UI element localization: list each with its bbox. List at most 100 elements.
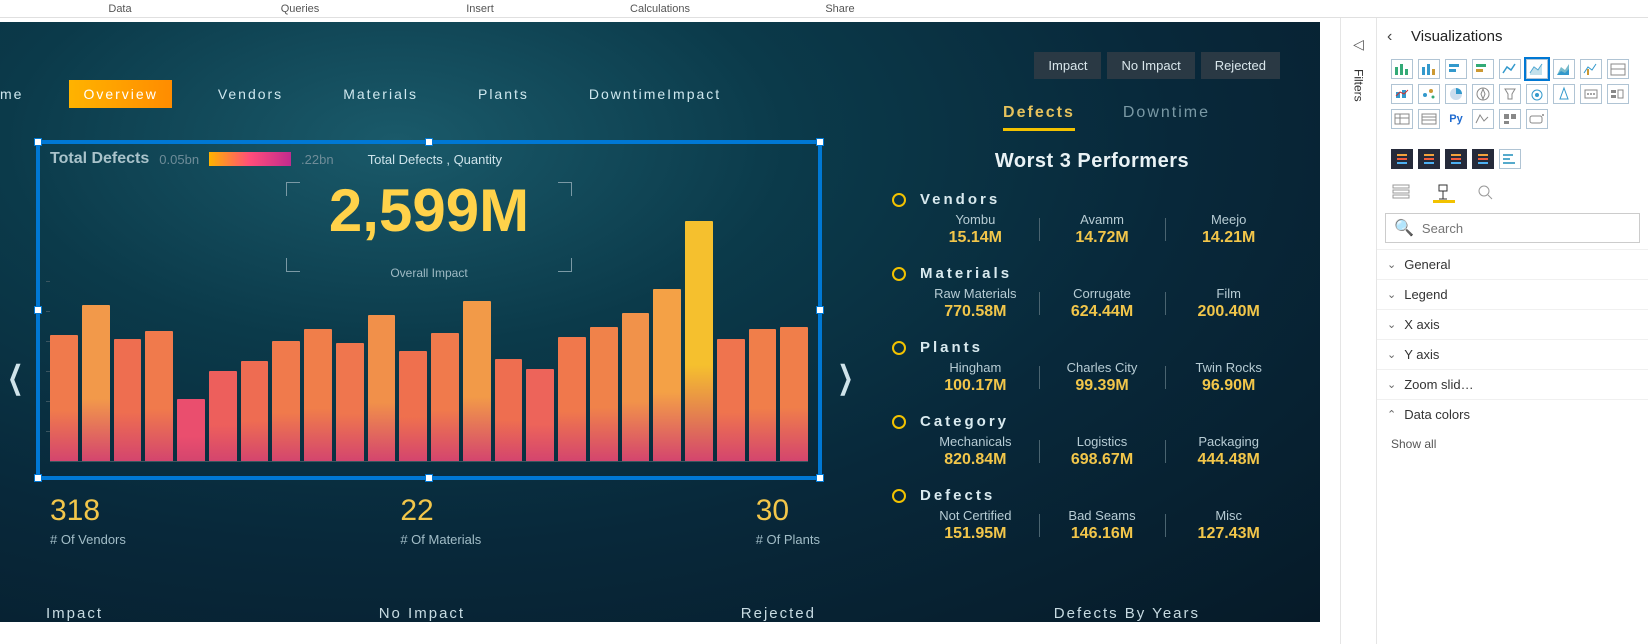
chart-ytick bbox=[46, 401, 50, 402]
viz-python-icon[interactable]: Py bbox=[1445, 109, 1467, 129]
viz-type-icon[interactable] bbox=[1391, 84, 1413, 104]
format-tab-icon[interactable] bbox=[1433, 183, 1455, 203]
dashboard-nav-item[interactable]: Plants bbox=[464, 80, 543, 108]
worst-section: MaterialsRaw Materials770.58MCorrugate62… bbox=[892, 265, 1292, 321]
viz-type-icon[interactable] bbox=[1580, 59, 1602, 79]
viz-type-icon[interactable] bbox=[1391, 109, 1413, 129]
worst-card-name: Charles City bbox=[1039, 360, 1166, 375]
dashboard-nav-item[interactable]: Overview bbox=[69, 80, 171, 108]
format-option-row[interactable]: ⌄Y axis bbox=[1377, 339, 1648, 369]
chevron-icon: ⌄ bbox=[1387, 318, 1396, 331]
visualization-type-icons: Py bbox=[1377, 45, 1648, 169]
chart-bar bbox=[241, 361, 269, 461]
chart-bar bbox=[526, 369, 554, 461]
viz-type-icon[interactable] bbox=[1499, 109, 1521, 129]
viz-type-icon[interactable] bbox=[1499, 59, 1521, 79]
fields-tab-icon[interactable] bbox=[1391, 183, 1413, 203]
custom-visual-icon[interactable] bbox=[1499, 149, 1521, 169]
viz-type-icon[interactable] bbox=[1472, 59, 1494, 79]
dashboard-nav-item[interactable]: me bbox=[0, 80, 37, 108]
chart-bar bbox=[50, 335, 78, 461]
report-page[interactable]: Impact No Impact Rejected me Overview Vend… bbox=[0, 22, 1320, 622]
viz-type-icon[interactable] bbox=[1472, 84, 1494, 104]
side-panes: ◁ Filters Visualizations Py 🔍 ⌄General⌄L… bbox=[1340, 18, 1648, 644]
format-search-input[interactable] bbox=[1422, 221, 1631, 236]
resize-handle[interactable] bbox=[816, 138, 824, 146]
slicer-buttons: Impact No Impact Rejected bbox=[1034, 52, 1280, 79]
viz-type-icon[interactable] bbox=[1526, 109, 1548, 129]
subtab-downtime[interactable]: Downtime bbox=[1123, 104, 1210, 131]
analytics-tab-icon[interactable] bbox=[1475, 183, 1497, 203]
viz-type-icon[interactable] bbox=[1553, 59, 1575, 79]
dashboard-nav-item[interactable]: Materials bbox=[329, 80, 432, 108]
resize-handle[interactable] bbox=[34, 306, 42, 314]
ribbon-tab-queries[interactable]: Queries bbox=[210, 3, 390, 15]
resize-handle[interactable] bbox=[425, 138, 433, 146]
viz-type-icon[interactable] bbox=[1526, 59, 1548, 79]
viz-type-icon[interactable] bbox=[1418, 59, 1440, 79]
kpi-value: 30 bbox=[756, 494, 820, 528]
slicer-no-impact[interactable]: No Impact bbox=[1107, 52, 1194, 79]
ribbon-tab-data[interactable]: Data bbox=[30, 3, 210, 15]
chart-bar bbox=[653, 289, 681, 461]
worst-section-title: Materials bbox=[892, 265, 1292, 282]
worst-card: Packaging444.48M bbox=[1165, 434, 1292, 469]
viz-type-icon[interactable] bbox=[1445, 59, 1467, 79]
resize-handle[interactable] bbox=[425, 474, 433, 482]
worst-card: Misc127.43M bbox=[1165, 508, 1292, 543]
format-search[interactable]: 🔍 bbox=[1385, 213, 1640, 243]
format-option-row[interactable]: ⌄Zoom slid… bbox=[1377, 369, 1648, 399]
filters-pane-collapsed[interactable]: ◁ Filters bbox=[1340, 18, 1376, 644]
viz-type-icon[interactable] bbox=[1418, 84, 1440, 104]
subtab-defects[interactable]: Defects bbox=[1003, 104, 1075, 131]
resize-handle[interactable] bbox=[34, 474, 42, 482]
slicer-rejected[interactable]: Rejected bbox=[1201, 52, 1280, 79]
resize-handle[interactable] bbox=[34, 138, 42, 146]
viz-type-icon[interactable] bbox=[1472, 109, 1494, 129]
chart-title: Total Defects bbox=[50, 150, 149, 168]
viz-type-icon[interactable] bbox=[1607, 84, 1629, 104]
custom-visual-icon[interactable] bbox=[1445, 149, 1467, 169]
chart-ytick bbox=[46, 341, 50, 342]
custom-visual-icon[interactable] bbox=[1472, 149, 1494, 169]
format-option-row[interactable]: ⌄General bbox=[1377, 249, 1648, 279]
format-options-list: ⌄General⌄Legend⌄X axis⌄Y axis⌄Zoom slid…… bbox=[1377, 249, 1648, 429]
viz-type-icon[interactable] bbox=[1607, 59, 1629, 79]
format-show-all[interactable]: Show all bbox=[1377, 429, 1648, 451]
viz-type-icon[interactable] bbox=[1499, 84, 1521, 104]
expand-icon[interactable]: ◁ bbox=[1353, 36, 1364, 53]
selected-visual[interactable]: Total Defects 0.05bn .22bn Total Defects… bbox=[36, 140, 822, 480]
worst-card-name: Not Certified bbox=[912, 508, 1039, 523]
ribbon-tab-insert[interactable]: Insert bbox=[390, 3, 570, 15]
viz-type-icon[interactable] bbox=[1580, 84, 1602, 104]
viz-type-icon[interactable] bbox=[1391, 59, 1413, 79]
viz-type-icon[interactable] bbox=[1445, 84, 1467, 104]
worst-card-value: 770.58M bbox=[912, 303, 1039, 321]
bottom-label: Rejected bbox=[741, 605, 816, 622]
format-option-row[interactable]: ⌄Legend bbox=[1377, 279, 1648, 309]
resize-handle[interactable] bbox=[816, 306, 824, 314]
slicer-impact[interactable]: Impact bbox=[1034, 52, 1101, 79]
worst-section-title: Category bbox=[892, 413, 1292, 430]
resize-handle[interactable] bbox=[816, 474, 824, 482]
page-nav-prev-icon[interactable]: ❮ bbox=[7, 358, 23, 396]
ribbon-tab-share[interactable]: Share bbox=[750, 3, 930, 15]
format-option-row[interactable]: ⌃Data colors bbox=[1377, 399, 1648, 429]
viz-type-icon[interactable] bbox=[1418, 109, 1440, 129]
worst-card-name: Raw Materials bbox=[912, 286, 1039, 301]
chart-title-secondary: Total Defects , Quantity bbox=[368, 152, 502, 167]
format-option-row[interactable]: ⌄X axis bbox=[1377, 309, 1648, 339]
chart-bar bbox=[399, 351, 427, 461]
custom-visual-icon[interactable] bbox=[1418, 149, 1440, 169]
chevron-icon: ⌄ bbox=[1387, 378, 1396, 391]
worst-card-name: Meejo bbox=[1165, 212, 1292, 227]
kpi-row: 318# Of Vendors22# Of Materials30# Of Pl… bbox=[50, 494, 820, 547]
page-nav-next-icon[interactable]: ❯ bbox=[837, 358, 853, 396]
worst-section-title: Vendors bbox=[892, 191, 1292, 208]
custom-visual-icon[interactable] bbox=[1391, 149, 1413, 169]
viz-type-icon[interactable] bbox=[1526, 84, 1548, 104]
viz-type-icon[interactable] bbox=[1553, 84, 1575, 104]
dashboard-nav-item[interactable]: DowntimeImpact bbox=[575, 80, 735, 108]
ribbon-tab-calculations[interactable]: Calculations bbox=[570, 3, 750, 15]
dashboard-nav-item[interactable]: Vendors bbox=[204, 80, 297, 108]
